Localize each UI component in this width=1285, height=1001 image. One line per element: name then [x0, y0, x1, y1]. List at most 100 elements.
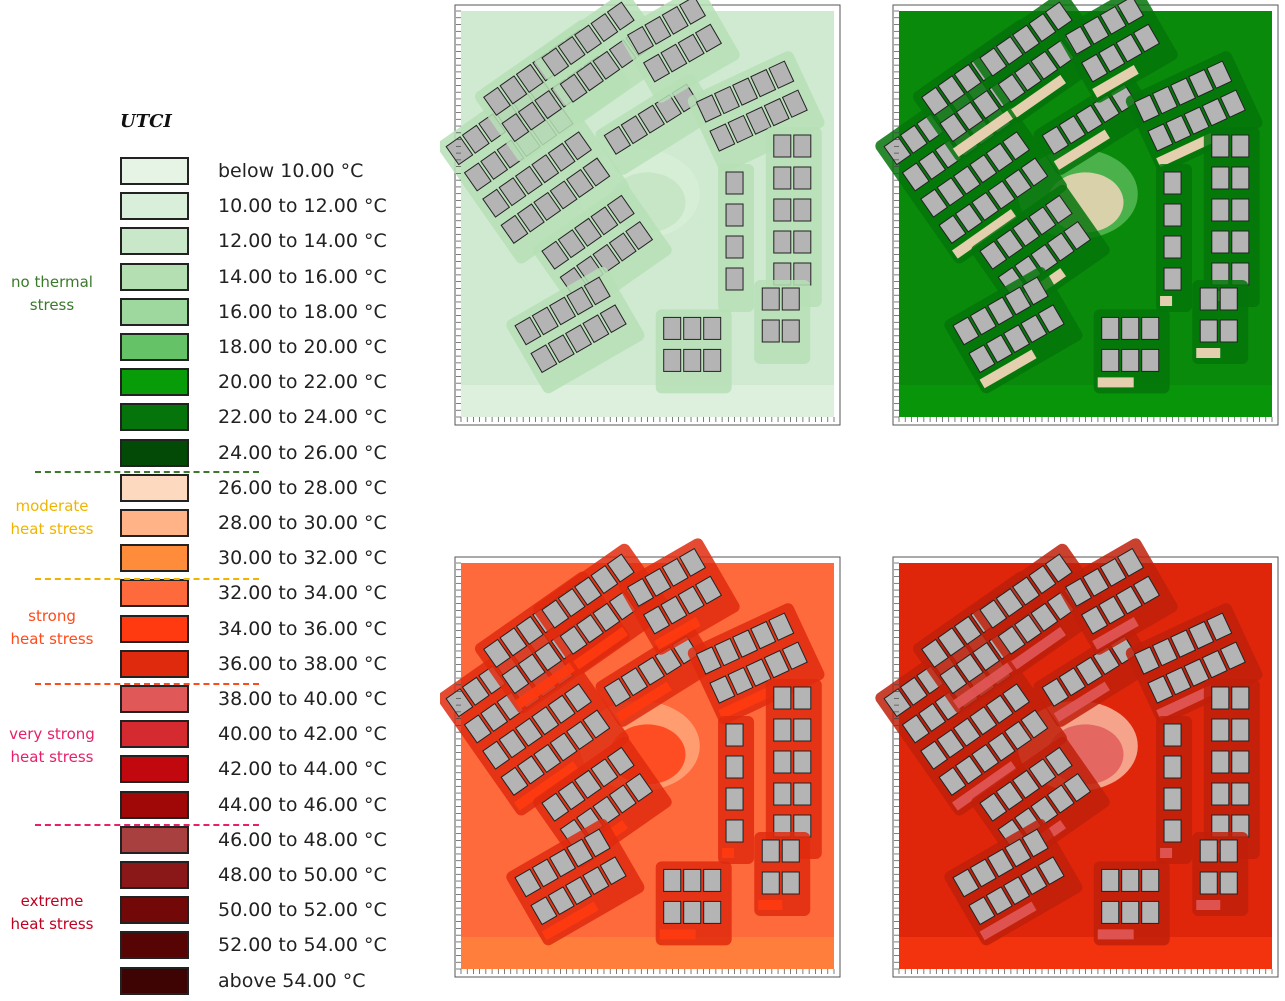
building — [1133, 94, 1160, 123]
building — [773, 782, 792, 806]
building — [1170, 629, 1197, 658]
building — [727, 666, 754, 696]
building — [626, 25, 655, 55]
building — [608, 784, 637, 814]
building — [985, 694, 1014, 724]
stress-group: moderate heat stress — [0, 495, 104, 541]
building — [541, 240, 570, 270]
building — [1141, 868, 1160, 892]
building — [678, 0, 707, 25]
building-cluster — [618, 0, 740, 103]
building-cluster — [655, 861, 732, 946]
building — [1219, 839, 1238, 863]
building — [761, 287, 780, 311]
building — [1147, 675, 1174, 704]
legend-label: 26.00 to 28.00 °C — [218, 476, 387, 499]
building — [793, 750, 812, 774]
building — [763, 97, 790, 127]
warm-zone — [1156, 684, 1215, 720]
building — [533, 743, 562, 774]
building — [1028, 13, 1057, 43]
building — [557, 229, 586, 259]
building — [566, 286, 594, 316]
building — [727, 114, 754, 144]
stress-group-line: stress — [29, 296, 75, 314]
building — [761, 871, 780, 895]
building — [918, 150, 947, 181]
building — [590, 565, 619, 595]
building — [531, 306, 559, 336]
building — [608, 232, 637, 262]
building — [939, 664, 968, 695]
legend-swatch — [120, 227, 189, 256]
building-cluster — [765, 679, 822, 859]
building — [1163, 267, 1182, 291]
building — [761, 319, 780, 343]
building — [1211, 198, 1230, 222]
building — [987, 296, 1015, 326]
stress-group-line: strong — [28, 607, 76, 625]
warm-zone — [513, 761, 579, 811]
building — [918, 702, 947, 733]
building — [1231, 686, 1250, 710]
building — [1163, 755, 1182, 779]
building — [936, 729, 965, 759]
building — [745, 106, 772, 135]
building — [582, 866, 610, 896]
building — [985, 886, 1013, 916]
building — [703, 900, 722, 924]
building — [637, 104, 666, 134]
building — [583, 828, 611, 858]
building — [541, 599, 570, 629]
building — [661, 5, 689, 35]
building — [482, 740, 511, 770]
building — [987, 180, 1016, 210]
warm-zone — [951, 761, 1017, 811]
map-panel — [875, 538, 1279, 978]
building — [968, 344, 996, 374]
building — [1201, 649, 1228, 679]
building — [1044, 746, 1073, 776]
building — [642, 605, 671, 635]
building — [1028, 206, 1057, 236]
building — [1219, 287, 1238, 311]
building — [1199, 871, 1218, 895]
building — [968, 896, 996, 926]
legend-swatch — [120, 438, 189, 467]
building — [663, 900, 682, 924]
building — [541, 792, 570, 822]
warm-zone — [1160, 848, 1173, 858]
legend-label: 14.00 to 16.00 °C — [218, 265, 387, 288]
building — [979, 47, 1008, 77]
building — [1211, 230, 1230, 254]
building — [531, 154, 560, 184]
building — [725, 819, 744, 843]
warm-zone — [1196, 348, 1221, 358]
building — [500, 766, 529, 796]
building — [603, 125, 632, 155]
building — [987, 848, 1015, 878]
building-cluster — [754, 280, 811, 364]
stress-divider — [35, 824, 259, 826]
building — [642, 53, 671, 83]
building — [1058, 115, 1087, 145]
building — [781, 287, 800, 311]
building — [1206, 60, 1233, 89]
building — [514, 316, 542, 346]
building — [1183, 106, 1210, 135]
building — [557, 35, 586, 66]
building — [995, 587, 1024, 618]
building — [599, 856, 627, 886]
building — [1188, 68, 1215, 98]
warm-zone — [952, 107, 1018, 157]
building-cluster — [618, 538, 740, 655]
building — [995, 35, 1024, 66]
legend-swatch — [120, 649, 189, 678]
legend-swatch — [120, 333, 189, 361]
legend-label: 32.00 to 34.00 °C — [218, 582, 387, 605]
building — [1199, 319, 1218, 343]
warm-zone — [951, 209, 1017, 259]
building — [773, 134, 792, 158]
legend-label: 42.00 to 44.00 °C — [218, 758, 387, 781]
building — [995, 229, 1024, 259]
